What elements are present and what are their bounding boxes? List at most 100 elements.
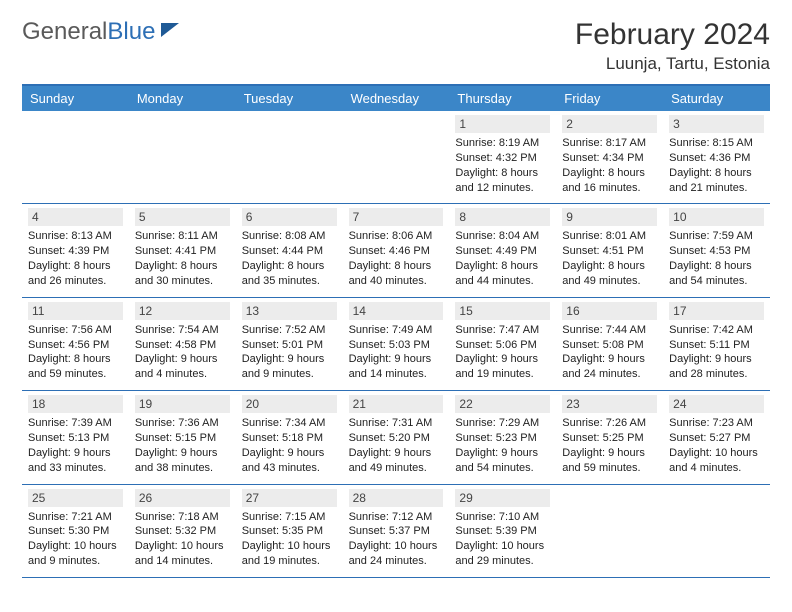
sunset-text: Sunset: 5:18 PM xyxy=(242,431,337,446)
day-number: 17 xyxy=(669,302,764,320)
daylight-text: Daylight: 8 hours and 40 minutes. xyxy=(349,259,444,289)
day-number: 20 xyxy=(242,395,337,413)
day-info: Sunrise: 7:12 AMSunset: 5:37 PMDaylight:… xyxy=(349,510,444,569)
day-number: 7 xyxy=(349,208,444,226)
calendar-cell: 1Sunrise: 8:19 AMSunset: 4:32 PMDaylight… xyxy=(449,111,556,203)
calendar-cell: 12 Sunrise: 7:54 AMSunset: 4:58 PMDayligh… xyxy=(129,298,236,390)
day-number: 8 xyxy=(455,208,550,226)
daylight-text: Daylight: 10 hours and 9 minutes. xyxy=(28,539,123,569)
calendar-cell: 6Sunrise: 8:08 AMSunset: 4:44 PMDaylight… xyxy=(236,204,343,296)
day-info: Sunrise: 7:44 AMSunset: 5:08 PMDaylight:… xyxy=(562,323,657,382)
calendar-cell: 26Sunrise: 7:18 AMSunset: 5:32 PMDayligh… xyxy=(129,485,236,577)
day-number: 26 xyxy=(135,489,230,507)
day-info: Sunrise: 8:01 AMSunset: 4:51 PMDaylight:… xyxy=(562,229,657,288)
sunrise-text: Sunrise: 7:26 AM xyxy=(562,416,657,431)
day-number: 13 xyxy=(242,302,337,320)
calendar-cell: 19 Sunrise: 7:36 AMSunset: 5:15 PMDayligh… xyxy=(129,391,236,483)
day-info: Sunrise: 7:59 AMSunset: 4:53 PMDaylight:… xyxy=(669,229,764,288)
sunrise-text: Sunrise: 7:31 AM xyxy=(349,416,444,431)
day-number: 19 xyxy=(135,395,230,413)
day-number: 25 xyxy=(28,489,123,507)
day-info: Sunrise: 7:36 AMSunset: 5:15 PMDaylight:… xyxy=(135,416,230,475)
daylight-text: Daylight: 9 hours and 4 minutes. xyxy=(135,352,230,382)
daylight-text: Daylight: 8 hours and 49 minutes. xyxy=(562,259,657,289)
calendar-cell: . xyxy=(663,485,770,577)
sunset-text: Sunset: 4:46 PM xyxy=(349,244,444,259)
sunset-text: Sunset: 5:15 PM xyxy=(135,431,230,446)
sunrise-text: Sunrise: 7:39 AM xyxy=(28,416,123,431)
day-info: Sunrise: 7:34 AMSunset: 5:18 PMDaylight:… xyxy=(242,416,337,475)
calendar-cell: 25 Sunrise: 7:21 AMSunset: 5:30 PMDayligh… xyxy=(22,485,129,577)
sunrise-text: Sunrise: 7:47 AM xyxy=(455,323,550,338)
day-number: 22 xyxy=(455,395,550,413)
day-header-row: Sunday Monday Tuesday Wednesday Thursday… xyxy=(22,86,770,111)
daylight-text: Daylight: 9 hours and 28 minutes. xyxy=(669,352,764,382)
day-info: Sunrise: 7:54 AMSunset: 4:58 PMDaylight:… xyxy=(135,323,230,382)
sunset-text: Sunset: 5:13 PM xyxy=(28,431,123,446)
day-info: Sunrise: 7:31 AMSunset: 5:20 PMDaylight:… xyxy=(349,416,444,475)
day-info: Sunrise: 8:04 AMSunset: 4:49 PMDaylight:… xyxy=(455,229,550,288)
sunrise-text: Sunrise: 7:36 AM xyxy=(135,416,230,431)
header: GeneralBlue February 2024 Luunja, Tartu,… xyxy=(22,18,770,74)
day-number: 15 xyxy=(455,302,550,320)
sunrise-text: Sunrise: 8:08 AM xyxy=(242,229,337,244)
daylight-text: Daylight: 9 hours and 43 minutes. xyxy=(242,446,337,476)
day-number: 3 xyxy=(669,115,764,133)
daylight-text: Daylight: 8 hours and 26 minutes. xyxy=(28,259,123,289)
sunrise-text: Sunrise: 7:59 AM xyxy=(669,229,764,244)
daylight-text: Daylight: 9 hours and 19 minutes. xyxy=(455,352,550,382)
day-number: 18 xyxy=(28,395,123,413)
day-info: Sunrise: 7:42 AMSunset: 5:11 PMDaylight:… xyxy=(669,323,764,382)
calendar-cell: . xyxy=(129,111,236,203)
calendar-cell: 10Sunrise: 7:59 AMSunset: 4:53 PMDayligh… xyxy=(663,204,770,296)
sunrise-text: Sunrise: 7:10 AM xyxy=(455,510,550,525)
sunrise-text: Sunrise: 8:17 AM xyxy=(562,136,657,151)
day-info: Sunrise: 7:15 AMSunset: 5:35 PMDaylight:… xyxy=(242,510,337,569)
calendar-cell: 8 Sunrise: 8:04 AMSunset: 4:49 PMDaylight… xyxy=(449,204,556,296)
day-number: 28 xyxy=(349,489,444,507)
sunrise-text: Sunrise: 7:29 AM xyxy=(455,416,550,431)
calendar-cell: 14Sunrise: 7:49 AMSunset: 5:03 PMDayligh… xyxy=(343,298,450,390)
logo-text: GeneralBlue xyxy=(22,18,155,46)
calendar-cell: 16Sunrise: 7:44 AMSunset: 5:08 PMDayligh… xyxy=(556,298,663,390)
calendar-cell: . xyxy=(22,111,129,203)
day-info: Sunrise: 7:26 AMSunset: 5:25 PMDaylight:… xyxy=(562,416,657,475)
day-number: 21 xyxy=(349,395,444,413)
calendar-cell: 15Sunrise: 7:47 AMSunset: 5:06 PMDayligh… xyxy=(449,298,556,390)
calendar-cell: 27 Sunrise: 7:15 AMSunset: 5:35 PMDayligh… xyxy=(236,485,343,577)
day-info: Sunrise: 7:21 AMSunset: 5:30 PMDaylight:… xyxy=(28,510,123,569)
sunset-text: Sunset: 4:58 PM xyxy=(135,338,230,353)
sunset-text: Sunset: 5:23 PM xyxy=(455,431,550,446)
day-header: Thursday xyxy=(449,86,556,111)
daylight-text: Daylight: 9 hours and 24 minutes. xyxy=(562,352,657,382)
sunset-text: Sunset: 5:03 PM xyxy=(349,338,444,353)
daylight-text: Daylight: 8 hours and 16 minutes. xyxy=(562,166,657,196)
calendar-cell: 5Sunrise: 8:11 AMSunset: 4:41 PMDaylight… xyxy=(129,204,236,296)
day-number: 12 xyxy=(135,302,230,320)
day-info: Sunrise: 7:56 AMSunset: 4:56 PMDaylight:… xyxy=(28,323,123,382)
sunset-text: Sunset: 5:25 PM xyxy=(562,431,657,446)
day-info: Sunrise: 7:29 AMSunset: 5:23 PMDaylight:… xyxy=(455,416,550,475)
sunset-text: Sunset: 5:39 PM xyxy=(455,524,550,539)
month-title: February 2024 xyxy=(575,18,770,52)
day-header: Sunday xyxy=(22,86,129,111)
sunrise-text: Sunrise: 7:23 AM xyxy=(669,416,764,431)
daylight-text: Daylight: 8 hours and 12 minutes. xyxy=(455,166,550,196)
logo-text-b: Blue xyxy=(107,18,155,45)
title-block: February 2024 Luunja, Tartu, Estonia xyxy=(575,18,770,74)
daylight-text: Daylight: 8 hours and 59 minutes. xyxy=(28,352,123,382)
week-row: 4Sunrise: 8:13 AMSunset: 4:39 PMDaylight… xyxy=(22,204,770,297)
day-info: Sunrise: 7:39 AMSunset: 5:13 PMDaylight:… xyxy=(28,416,123,475)
sunset-text: Sunset: 5:35 PM xyxy=(242,524,337,539)
day-info: Sunrise: 8:08 AMSunset: 4:44 PMDaylight:… xyxy=(242,229,337,288)
calendar-cell: 3Sunrise: 8:15 AMSunset: 4:36 PMDaylight… xyxy=(663,111,770,203)
day-number: 24 xyxy=(669,395,764,413)
sunrise-text: Sunrise: 7:56 AM xyxy=(28,323,123,338)
daylight-text: Daylight: 9 hours and 14 minutes. xyxy=(349,352,444,382)
sunrise-text: Sunrise: 7:15 AM xyxy=(242,510,337,525)
sunset-text: Sunset: 4:36 PM xyxy=(669,151,764,166)
calendar-cell: 24Sunrise: 7:23 AMSunset: 5:27 PMDayligh… xyxy=(663,391,770,483)
day-number: 1 xyxy=(455,115,550,133)
day-number: 27 xyxy=(242,489,337,507)
logo: GeneralBlue xyxy=(22,18,179,46)
